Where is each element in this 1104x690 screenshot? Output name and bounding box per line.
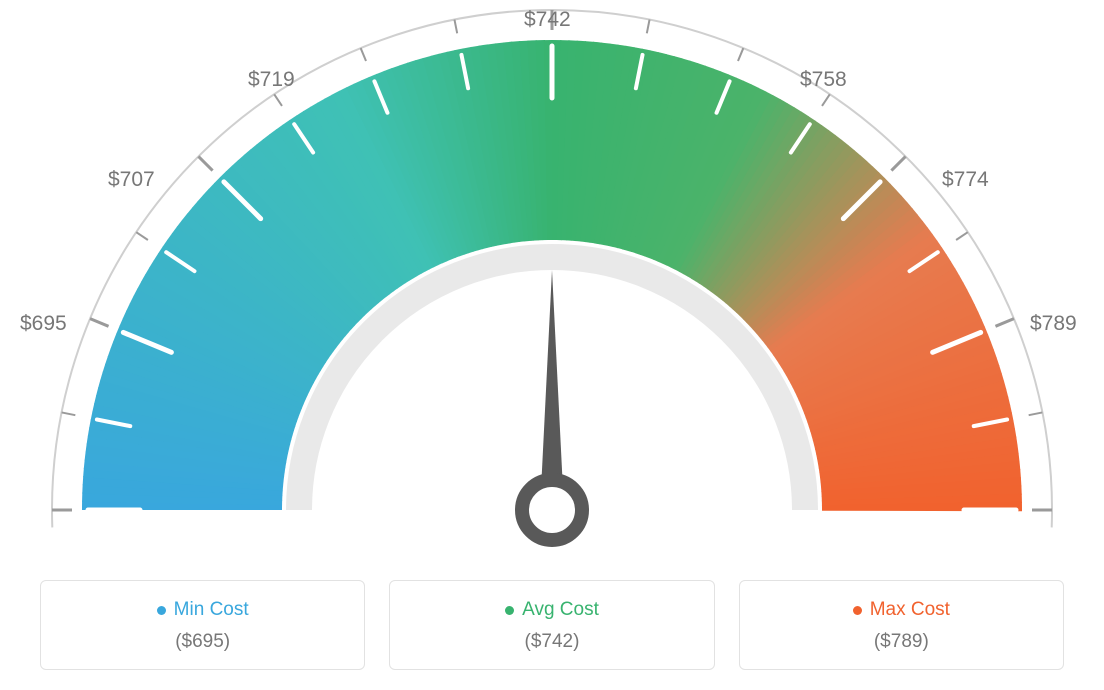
gauge-tick-label: $719 bbox=[248, 68, 295, 92]
legend-label-max: Max Cost bbox=[870, 599, 950, 621]
legend-title-max: Max Cost bbox=[853, 599, 950, 621]
legend-title-min: Min Cost bbox=[157, 599, 249, 621]
gauge-tick-label: $758 bbox=[800, 68, 847, 92]
gauge-tick-label: $774 bbox=[942, 168, 989, 192]
gauge-tick-label: $742 bbox=[524, 8, 571, 32]
legend-card-max: Max Cost ($789) bbox=[739, 580, 1064, 670]
legend-value-avg: ($742) bbox=[400, 631, 703, 653]
legend-title-avg: Avg Cost bbox=[505, 599, 599, 621]
gauge bbox=[0, 0, 1104, 580]
legend-card-avg: Avg Cost ($742) bbox=[389, 580, 714, 670]
legend-label-avg: Avg Cost bbox=[522, 599, 599, 621]
legend-value-min: ($695) bbox=[51, 631, 354, 653]
legend-dot-min bbox=[157, 606, 166, 615]
legend-row: Min Cost ($695) Avg Cost ($742) Max Cost… bbox=[40, 580, 1064, 670]
legend-dot-avg bbox=[505, 606, 514, 615]
legend-label-min: Min Cost bbox=[174, 599, 249, 621]
legend-dot-max bbox=[853, 606, 862, 615]
legend-card-min: Min Cost ($695) bbox=[40, 580, 365, 670]
gauge-svg bbox=[0, 0, 1104, 580]
chart-container: $695 $707 $719 $742 $758 $774 $789 Min Cost ($… bbox=[0, 0, 1104, 690]
gauge-tick-label: $789 bbox=[1030, 312, 1077, 336]
gauge-tick-label: $707 bbox=[108, 168, 155, 192]
legend-value-max: ($789) bbox=[750, 631, 1053, 653]
gauge-tick-label: $695 bbox=[20, 312, 67, 336]
